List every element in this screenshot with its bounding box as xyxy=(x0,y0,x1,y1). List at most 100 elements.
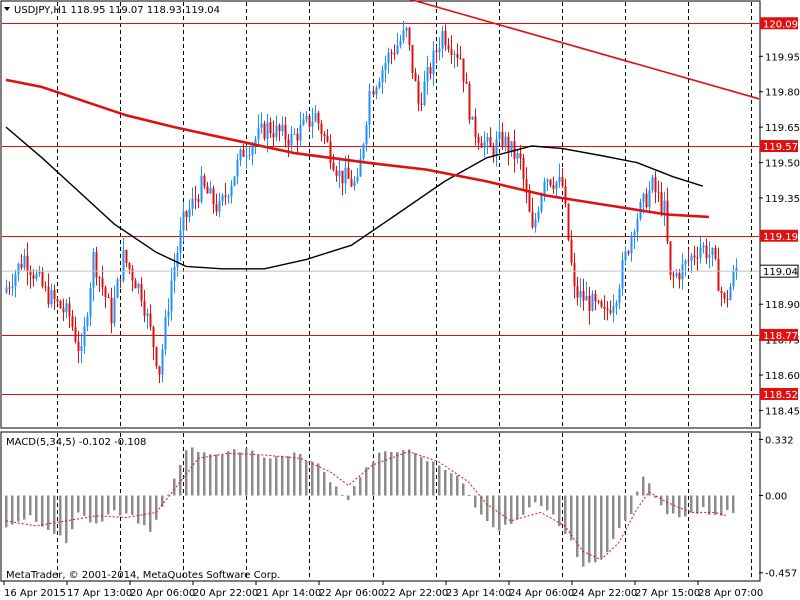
candle-body xyxy=(444,30,447,46)
macd-bar xyxy=(95,495,98,524)
candle-body xyxy=(390,52,393,54)
candle-body xyxy=(477,136,480,144)
candle-body xyxy=(347,167,350,179)
macd-bar xyxy=(450,473,453,496)
candle-body xyxy=(393,53,396,55)
candle-body xyxy=(41,271,44,287)
candle-body xyxy=(362,144,365,159)
macd-bar xyxy=(522,495,525,515)
macd-bar xyxy=(71,495,74,530)
candle-body xyxy=(636,218,639,233)
candle-body xyxy=(654,177,657,192)
level-price-tag xyxy=(760,140,798,153)
macd-bar xyxy=(323,471,326,496)
macd-bar xyxy=(702,495,705,508)
macd-bar xyxy=(59,495,62,536)
candle-body xyxy=(387,52,390,64)
macd-bar xyxy=(708,495,711,515)
macd-bar xyxy=(179,464,182,496)
time-tick-label: 23 Apr 14:00 xyxy=(446,588,511,599)
candle-body xyxy=(411,44,414,73)
candle-body xyxy=(732,271,735,287)
macd-bar xyxy=(311,461,314,496)
macd-tick-label: 0.332 xyxy=(765,435,794,446)
candle-body xyxy=(648,190,651,208)
candle-body xyxy=(77,341,80,352)
candle-body xyxy=(432,50,435,74)
current-price-tag xyxy=(759,264,799,278)
candle-body xyxy=(86,316,89,327)
candle-body xyxy=(405,27,408,31)
candle-body xyxy=(341,170,344,184)
candle-body xyxy=(495,139,498,156)
candle-body xyxy=(254,139,257,146)
macd-bar xyxy=(239,452,242,496)
macd-bar xyxy=(516,495,519,520)
candle-body xyxy=(146,313,149,316)
macd-bar xyxy=(618,495,621,528)
candle-body xyxy=(420,103,423,105)
copyright-text: MetaTrader, © 2001-2014, MetaQuotes Soft… xyxy=(6,570,280,581)
time-tick-label: 16 Apr 2015 xyxy=(4,588,66,599)
time-tick-label: 22 Apr 06:00 xyxy=(319,588,384,599)
macd-bar xyxy=(552,495,555,515)
candle-body xyxy=(570,239,573,263)
candle-body xyxy=(56,299,59,301)
candle-body xyxy=(702,245,705,248)
candle-body xyxy=(594,293,597,302)
candle-body xyxy=(365,124,368,145)
macd-bar xyxy=(606,495,609,553)
macd-bar xyxy=(636,491,639,496)
candle-body xyxy=(627,251,630,254)
collapse-triangle-icon[interactable] xyxy=(4,7,10,11)
candle-body xyxy=(651,177,654,191)
candle-body xyxy=(492,147,495,156)
macd-bar xyxy=(456,475,459,496)
price-tick-label: 118.45 xyxy=(765,406,800,417)
macd-signal-line xyxy=(5,451,728,561)
macd-bar xyxy=(438,465,441,496)
macd-bar xyxy=(558,495,561,527)
trendline-layer[interactable] xyxy=(320,0,760,100)
candle-body xyxy=(158,366,161,375)
time-tick-label: 24 Apr 22:00 xyxy=(572,588,637,599)
candle-body xyxy=(606,308,609,311)
macd-bar xyxy=(329,482,332,496)
macd-bar xyxy=(666,495,669,515)
price-tick-label: 118.60 xyxy=(765,371,800,382)
time-tick-label: 22 Apr 22:00 xyxy=(383,588,448,599)
candle-body xyxy=(116,279,119,298)
candle-body xyxy=(53,290,56,300)
macd-bar xyxy=(299,454,302,496)
macd-bar xyxy=(654,495,657,498)
candle-body xyxy=(498,131,501,140)
candle-body xyxy=(350,178,353,187)
price-tick-label: 119.65 xyxy=(765,123,800,134)
candle-body xyxy=(29,271,32,276)
candle-body xyxy=(414,72,417,82)
macd-bar xyxy=(29,495,32,516)
trendline[interactable] xyxy=(320,0,760,100)
price-tick-label: 119.80 xyxy=(765,88,800,99)
candle-body xyxy=(281,124,284,132)
macd-bar xyxy=(251,450,254,496)
candle-body xyxy=(293,133,296,135)
candle-body xyxy=(723,293,726,299)
candle-body xyxy=(429,67,432,74)
candle-body xyxy=(423,81,426,105)
macd-bar xyxy=(588,495,591,563)
candle-body xyxy=(657,191,660,193)
macd-bar xyxy=(684,495,687,517)
candle-body xyxy=(233,176,236,186)
candle-body xyxy=(399,40,402,46)
candle-body xyxy=(50,290,53,305)
price-axis: 119.95 119.80 119.65 119.50 119.35 118.90 118.… xyxy=(2,17,800,580)
candle-body xyxy=(155,347,158,367)
candle-body xyxy=(540,194,543,212)
candle-body xyxy=(588,295,591,311)
macd-bar xyxy=(119,495,122,516)
horizontal-levels[interactable] xyxy=(2,23,759,395)
candle-body xyxy=(480,143,483,148)
macd-bar xyxy=(47,495,50,530)
